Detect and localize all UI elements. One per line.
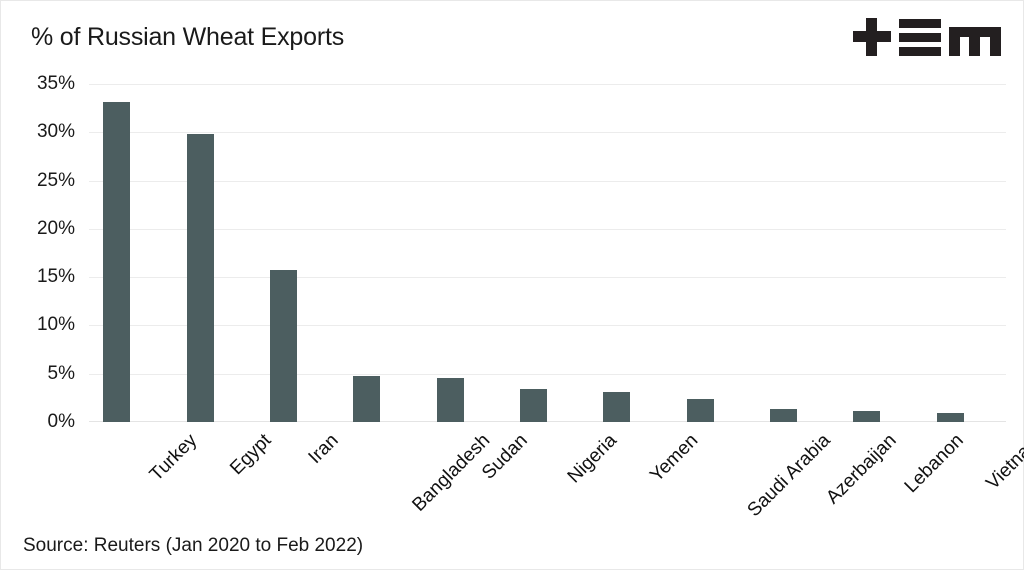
bar-turkey[interactable] [103, 102, 131, 422]
y-axis-tick-label: 15% [36, 266, 75, 288]
plot-area [89, 84, 1006, 422]
gridline [89, 84, 1006, 85]
bar-saudi-arabia[interactable] [686, 398, 714, 422]
gridline [89, 228, 1006, 230]
gridline [89, 132, 1006, 134]
y-axis-tick-label: 20% [36, 217, 75, 239]
bar-vietnam[interactable] [936, 413, 964, 422]
x-axis-tick-label: Nigeria [563, 430, 621, 488]
gridline [89, 277, 1006, 279]
y-axis: 0% 5% 10% 15% 20% 25% 30% 35% [1, 73, 89, 432]
x-axis-tick-label: Azerbaijan [821, 430, 901, 509]
bar-egypt[interactable] [186, 134, 214, 422]
bar-nigeria[interactable] [520, 389, 547, 422]
x-axis-tick-label: Iran [304, 430, 344, 469]
bar-iran[interactable] [269, 270, 297, 422]
tem-logo [853, 18, 1001, 56]
bar-sudan[interactable] [436, 377, 464, 422]
x-axis-tick-label: Saudi Arabia [743, 430, 835, 522]
bar-lebanon[interactable] [853, 411, 881, 422]
x-axis: Turkey Egypt Iran Bangladesh Sudan Nigeria Yem… [89, 422, 1024, 532]
y-axis-tick-label: 30% [36, 121, 75, 143]
gridline [89, 180, 1006, 182]
x-axis-tick-label: Egypt [226, 430, 276, 480]
bar-bangladesh[interactable] [353, 375, 381, 422]
x-axis-tick-label: Lebanon [900, 430, 968, 498]
bar-azerbaijan[interactable] [770, 409, 798, 422]
axis-baseline [89, 421, 1006, 422]
y-axis-tick-label: 5% [47, 362, 75, 384]
bar-yemen[interactable] [603, 392, 631, 422]
gridline [89, 373, 1006, 375]
x-axis-tick-label: Vietnam [982, 430, 1024, 494]
page-title: % of Russian Wheat Exports [31, 23, 344, 51]
x-axis-tick-label: Yemen [645, 430, 703, 487]
source-note: Source: Reuters (Jan 2020 to Feb 2022) [23, 535, 364, 556]
gridline [89, 325, 1006, 327]
y-axis-tick-label: 0% [47, 411, 75, 432]
x-axis-tick-label: Turkey [145, 430, 201, 486]
y-axis-tick-label: 10% [36, 314, 75, 336]
y-axis-tick-label: 25% [36, 169, 75, 191]
y-axis-tick-label: 35% [36, 73, 75, 94]
